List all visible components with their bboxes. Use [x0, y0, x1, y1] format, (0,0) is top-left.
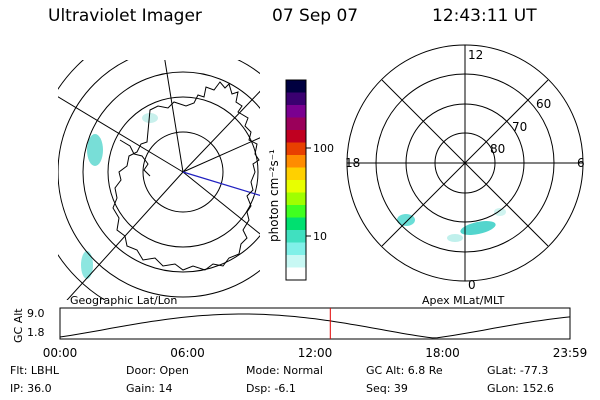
colorbar-swatch: [286, 242, 306, 256]
colorbar-swatch: [286, 130, 306, 143]
lat-circle-1: [142, 131, 224, 213]
status-glat: GLat: -77.3: [487, 364, 549, 377]
colorbar-swatch: [286, 142, 306, 156]
timeline-x-tick: 06:00: [170, 346, 205, 360]
lat-circle-4: [58, 60, 260, 298]
colorbar-tick-10: 10: [313, 230, 327, 243]
status-seq: Seq: 39: [366, 382, 408, 395]
timeline-y-tick-min: 1.8: [27, 326, 45, 339]
mlt-label-0: 0: [468, 278, 476, 292]
title-bar: Ultraviolet Imager 07 Sep 07 12:43:11 UT: [0, 6, 600, 32]
timeline-y-label: GC Alt: [12, 308, 25, 343]
aurora-patch-6: [447, 234, 463, 242]
mlt-label-6: 6: [577, 156, 585, 170]
timeline-y-tick-max: 9.0: [27, 307, 45, 320]
mlt-label-12: 12: [468, 48, 483, 62]
lat-circle-2: [107, 96, 259, 248]
aurora-patch-2: [81, 251, 93, 279]
date-label: 07 Sep 07: [272, 6, 359, 26]
colorbar-swatch: [286, 167, 306, 181]
timeline-x-tick: 00:00: [43, 346, 78, 360]
status-dsp: Dsp: -6.1: [246, 382, 296, 395]
mlat-label-70: 70: [512, 120, 527, 134]
timeline-x-tick: 12:00: [298, 346, 333, 360]
time-label: 12:43:11 UT: [432, 6, 537, 26]
colorbar-tick-100: 100: [313, 142, 334, 155]
status-ip: IP: 36.0: [10, 382, 52, 395]
geographic-map: [58, 60, 260, 300]
colorbar-swatch: [286, 267, 306, 281]
mlt-label-18: 18: [345, 156, 360, 170]
colorbar-swatch: [286, 80, 306, 93]
meridians: [58, 60, 260, 300]
polar-spokes: [347, 45, 583, 281]
colorbar-swatch: [286, 217, 306, 231]
coastline: [112, 81, 260, 271]
right-panel-caption: Apex MLat/MLT: [422, 294, 505, 307]
colorbar-swatch: [286, 192, 306, 206]
mlat-label-80: 80: [490, 142, 505, 156]
status-panel: Flt: LBHL Door: Open Mode: Normal GC Alt…: [0, 362, 600, 400]
mlat-label-60: 60: [536, 97, 551, 111]
polar-plot: 12 18 6 0 60 70 80: [345, 44, 585, 292]
altitude-timeline: GC Alt 9.0 1.8 00:00 06:00 12:00 18:00 23:59: [12, 307, 587, 360]
colorbar-label: photon cm⁻²s⁻¹: [267, 149, 281, 242]
status-glon: GLon: 152.6: [487, 382, 554, 395]
sun-direction-line: [182, 171, 260, 197]
colorbar: 100 10 photon cm⁻²s⁻¹: [267, 79, 334, 281]
aurora-patch-3: [142, 113, 158, 123]
colorbar-swatch: [286, 205, 306, 218]
colorbar-swatch: [286, 255, 306, 268]
colorbar-swatch: [286, 105, 306, 118]
status-mode: Mode: Normal: [246, 364, 323, 377]
colorbar-swatch: [286, 230, 306, 243]
lat-circle-3: [82, 71, 260, 273]
timeline-x-tick: 23:59: [553, 346, 588, 360]
colorbar-swatch: [286, 92, 306, 106]
peninsula-outline: [119, 139, 151, 177]
altitude-curve: [59, 313, 571, 339]
status-door: Door: Open: [126, 364, 189, 377]
left-panel-caption: Geographic Lat/Lon: [70, 294, 177, 307]
aurora-patch-1: [87, 134, 103, 166]
status-filter: Flt: LBHL: [10, 364, 59, 377]
aurora-patch-5: [460, 221, 496, 235]
status-gain: Gain: 14: [126, 382, 173, 395]
status-gc-alt: GC Alt: 6.8 Re: [366, 364, 443, 377]
instrument-title: Ultraviolet Imager: [48, 6, 202, 26]
colorbar-swatch: [286, 117, 306, 131]
timeline-x-tick: 18:00: [425, 346, 460, 360]
colorbar-swatch: [286, 155, 306, 168]
timeline-frame: [59, 307, 571, 340]
colorbar-swatch: [286, 180, 306, 193]
aurora-patch-7: [494, 208, 506, 216]
